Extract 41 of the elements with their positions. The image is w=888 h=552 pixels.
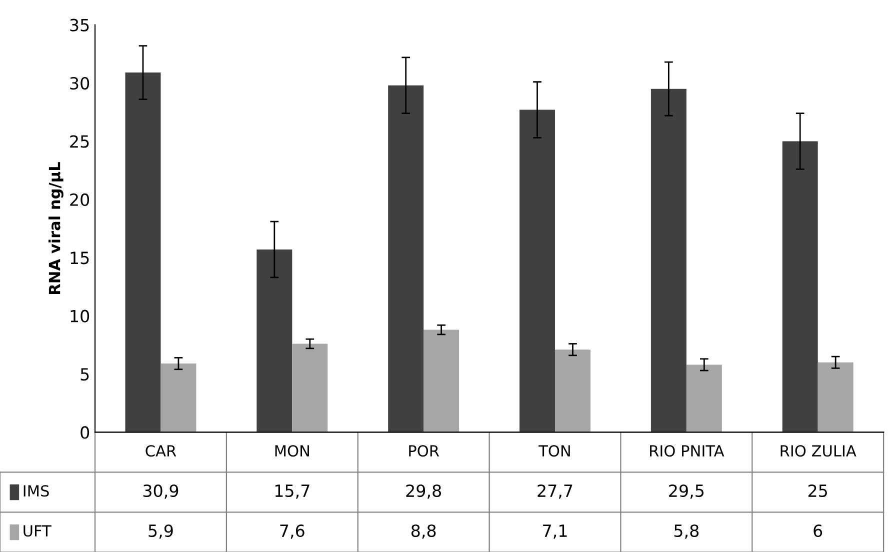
y-tick-label: 0 (80, 426, 90, 439)
bar (782, 141, 818, 432)
data-label: 6 (814, 524, 822, 538)
data-label: 30,9 (143, 484, 178, 499)
y-axis-title: RNA viral ng/µL (48, 162, 64, 294)
bar (555, 350, 590, 432)
bar (424, 330, 460, 432)
bar (520, 110, 555, 432)
data-label: 5,9 (148, 524, 173, 539)
x-tick-label: RIO ZULIA (780, 445, 856, 457)
data-label: 15,7 (275, 484, 310, 499)
bar (388, 85, 424, 432)
bar (125, 72, 161, 432)
x-tick-label: POR (409, 445, 440, 457)
bar (686, 364, 722, 432)
bar (256, 249, 292, 432)
x-tick-label: MON (275, 445, 309, 457)
y-tick-label: 35 (70, 18, 89, 32)
y-tick-label: 10 (70, 310, 90, 322)
bar (650, 88, 686, 432)
data-label: 29,5 (669, 484, 704, 499)
x-tick-label: TON (538, 445, 570, 457)
data-label: 7,6 (280, 524, 304, 539)
bar (818, 362, 854, 432)
legend-label: UFT (24, 525, 52, 537)
data-label: 7,1 (543, 524, 567, 539)
y-tick-label: 15 (70, 252, 89, 264)
data-label: 8,8 (411, 524, 436, 539)
data-label: 27,7 (538, 484, 572, 499)
data-label: 29,8 (406, 484, 441, 499)
x-tick-label: CAR (146, 445, 176, 457)
y-tick-label: 20 (70, 193, 90, 206)
data-label: 25 (808, 484, 827, 498)
x-tick-label: RIO PNITA (650, 445, 724, 457)
legend-label: IMS (24, 485, 49, 497)
bar (292, 344, 328, 432)
y-tick-label: 25 (70, 135, 89, 148)
bar (160, 364, 196, 432)
y-tick-label: 30 (70, 77, 90, 90)
data-label: 5,8 (674, 524, 699, 539)
y-tick-label: 5 (80, 368, 89, 381)
